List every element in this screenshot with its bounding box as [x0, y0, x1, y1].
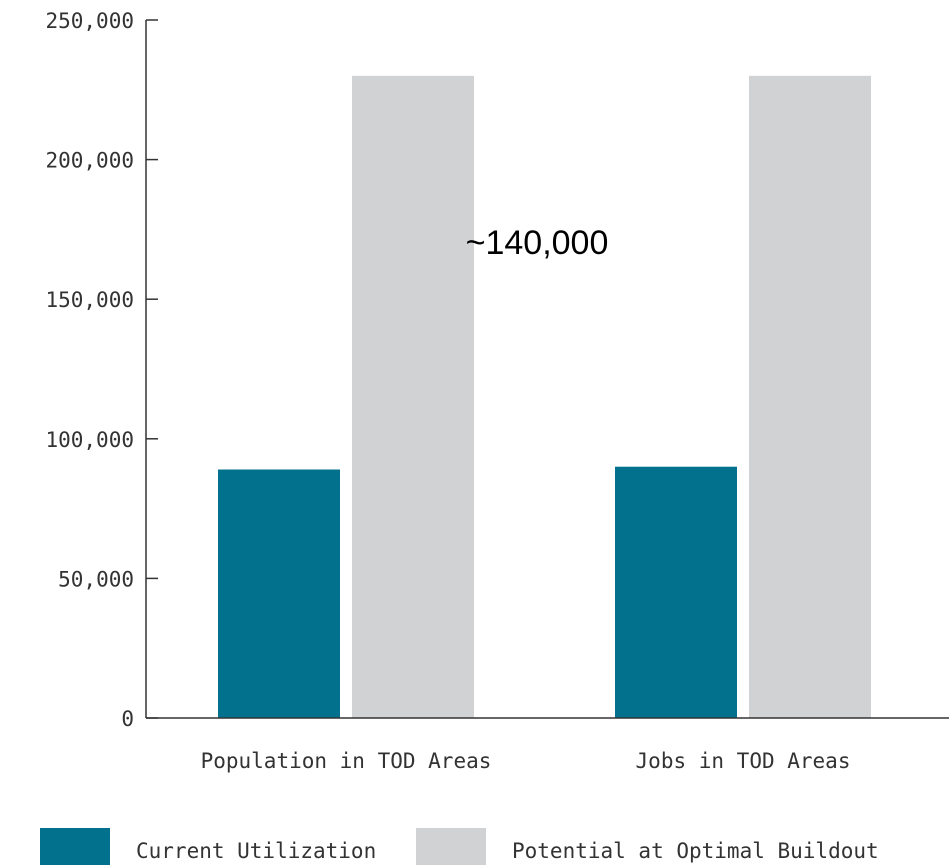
- y-tick-label: 250,000: [45, 9, 134, 33]
- y-tick-label: 100,000: [45, 428, 134, 452]
- y-axis: 0 50,000 100,000 150,000 200,000 250,000: [45, 9, 158, 731]
- legend-swatch: [416, 828, 486, 865]
- bar-current-0: [218, 469, 340, 718]
- x-axis: Population in TOD Areas Jobs in TOD Areas: [146, 717, 949, 773]
- legend-swatch: [40, 828, 110, 865]
- y-tick-label: 200,000: [45, 149, 134, 173]
- bar-potential-0: [352, 75, 474, 719]
- y-tick-label: 50,000: [58, 567, 134, 591]
- legend-label: Potential at Optimal Buildout: [512, 839, 879, 863]
- bars: [218, 75, 871, 719]
- x-category-label: Jobs in TOD Areas: [636, 749, 851, 773]
- legend: Current Utilization Potential at Optimal …: [40, 828, 879, 865]
- bar-current-1: [615, 466, 737, 718]
- y-tick-label: 0: [121, 707, 134, 731]
- bar-potential-1: [749, 75, 871, 719]
- legend-label: Current Utilization: [136, 839, 376, 863]
- x-category-label: Population in TOD Areas: [201, 749, 492, 773]
- difference-annotation: ~140,000: [466, 224, 609, 262]
- y-tick-label: 150,000: [45, 288, 134, 312]
